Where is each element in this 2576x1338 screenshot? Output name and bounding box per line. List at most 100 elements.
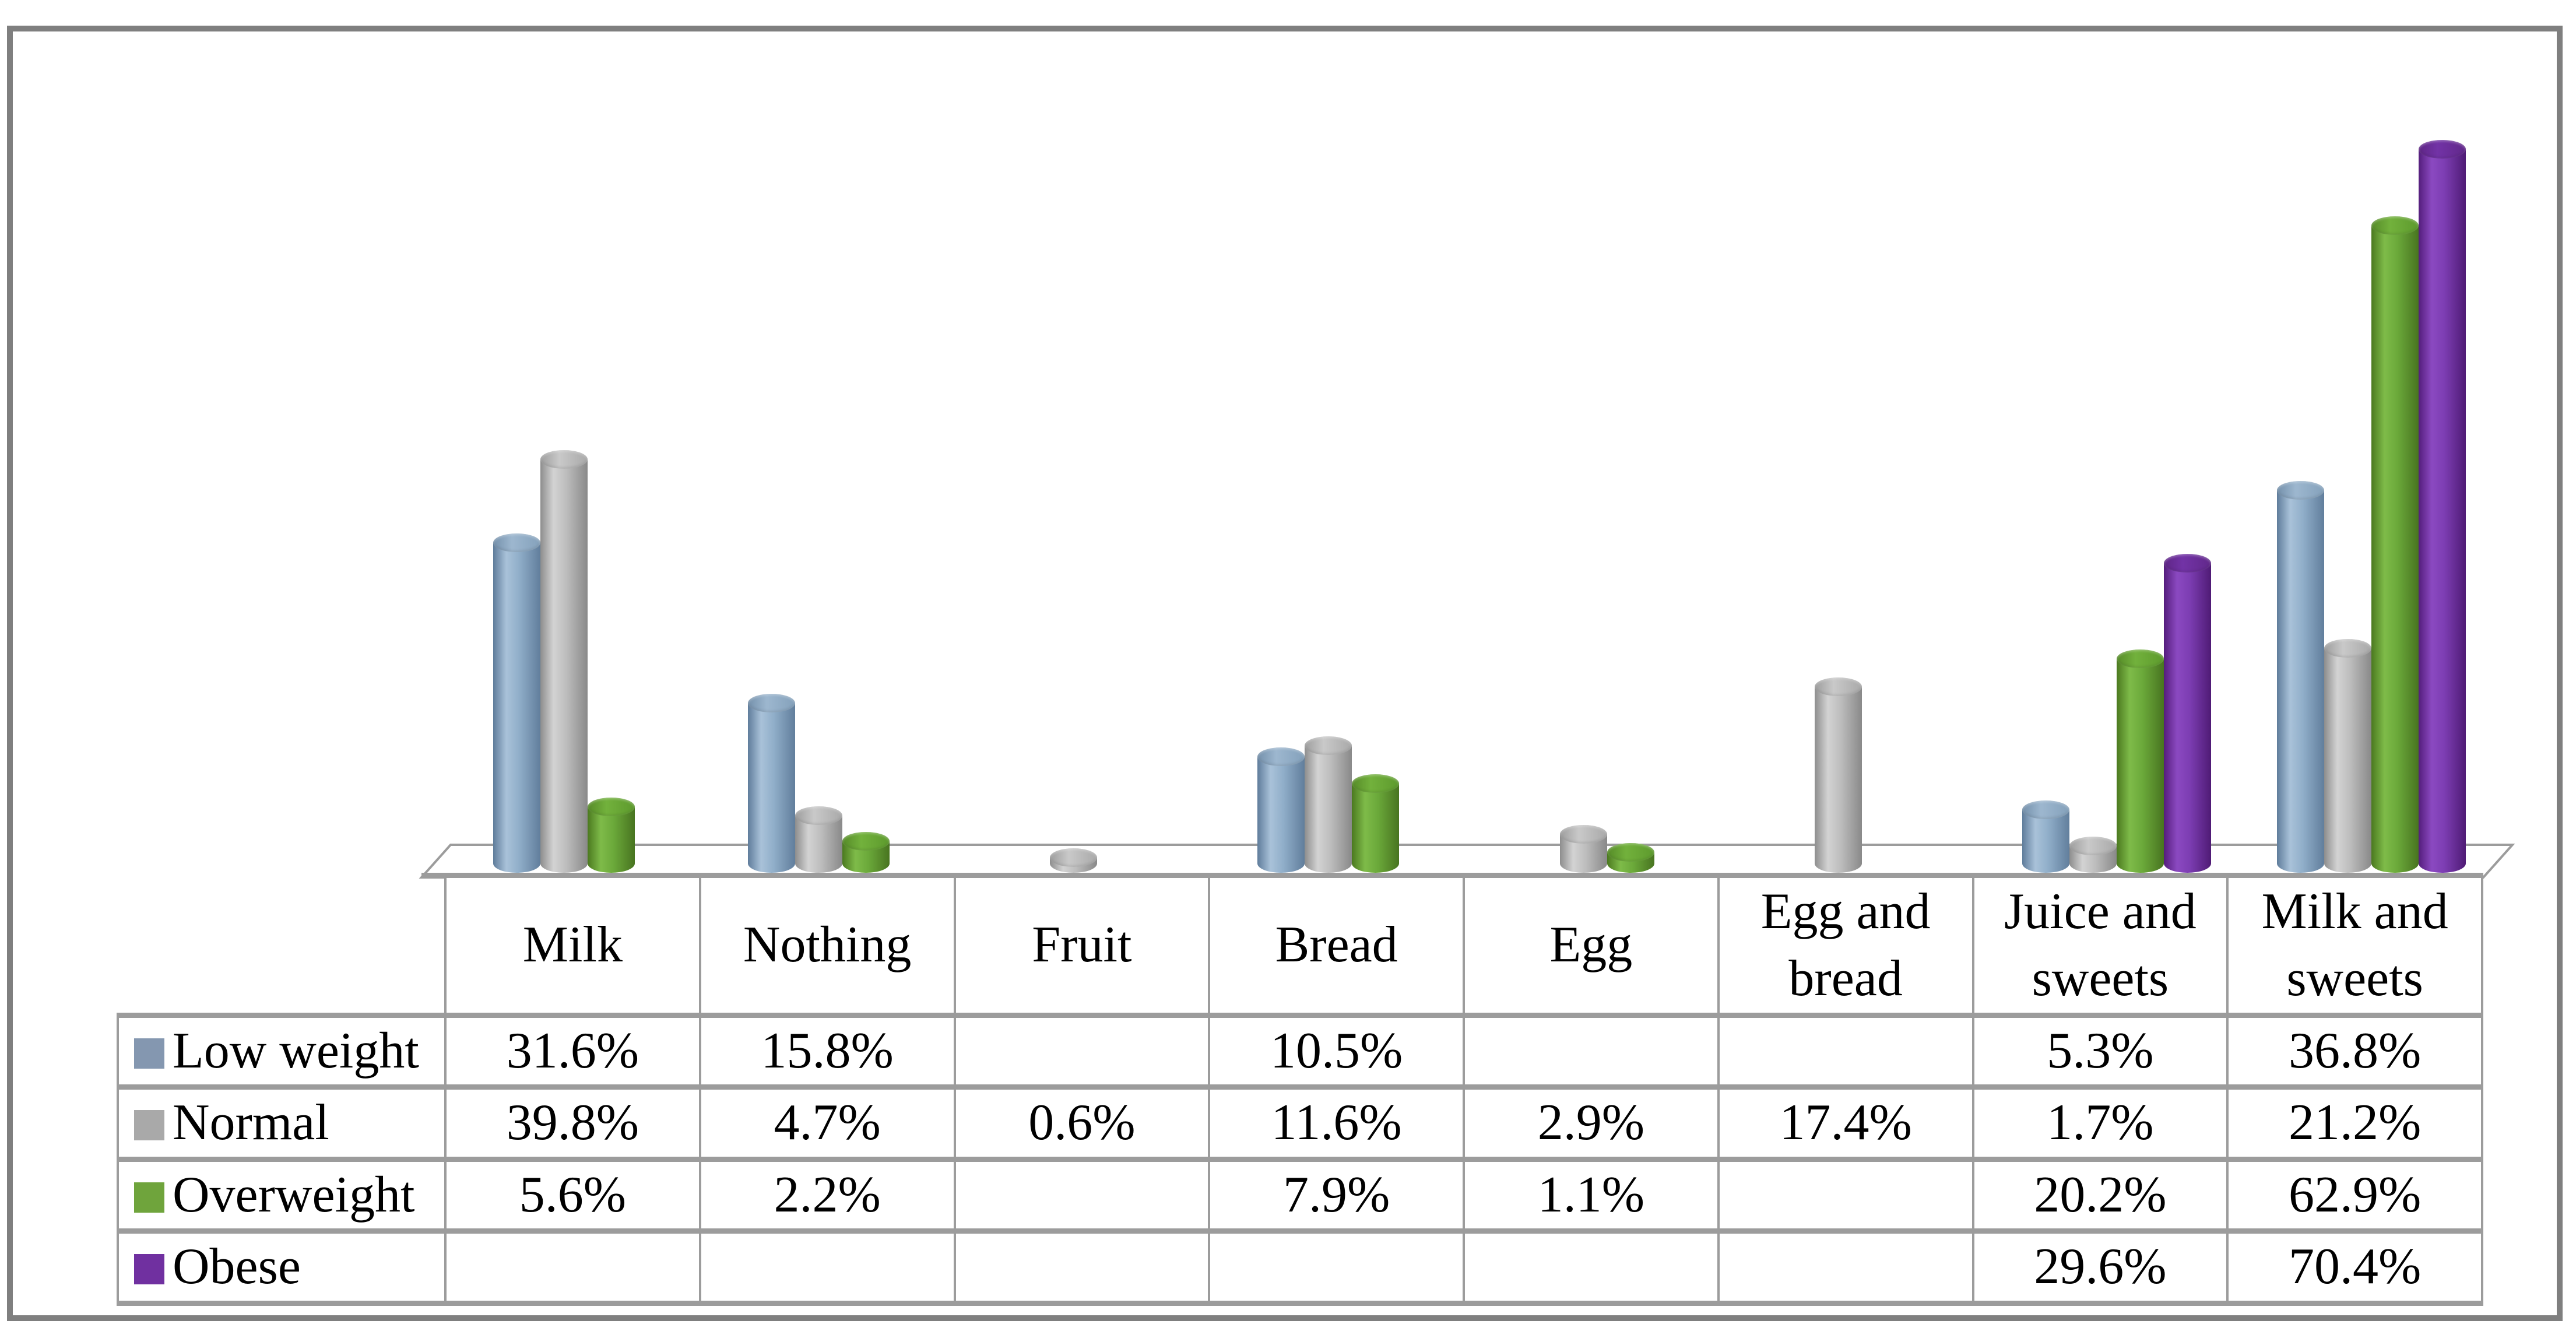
cylinder-bar-normal-milk: [540, 450, 588, 873]
table-cell: [953, 1228, 1211, 1306]
table-cell: [1717, 1228, 1974, 1306]
table-cell: 0.6%: [953, 1084, 1211, 1162]
cylinder-bar-normal-egg-and-bread: [1814, 677, 1862, 873]
cylinder-body: [1305, 746, 1352, 863]
cylinder-bar-low-weight-bread: [1257, 747, 1305, 873]
cylinder-bar-normal-juice-and-sweets: [2069, 837, 2117, 873]
cylinder-body: [2324, 648, 2372, 863]
category-header-row: Milk Nothing Fruit Bread Egg Egg and bre…: [118, 873, 2483, 1018]
outer-border-frame: [7, 26, 2563, 1321]
cylinder-body: [493, 543, 540, 863]
cylinder-body: [2164, 563, 2212, 863]
cylinder-bar-obese-milk-and-sweets: [2419, 140, 2466, 873]
cylinder-bar-overweight-nothing: [842, 831, 890, 873]
table-cell: 5.6%: [444, 1156, 701, 1234]
cylinder-bar-overweight-milk-and-sweets: [2371, 216, 2419, 873]
cylinder-body: [1352, 783, 1400, 863]
table-cell: 15.8%: [698, 1012, 956, 1090]
table-cell: 31.6%: [444, 1012, 701, 1090]
category-header-milk: Milk: [444, 873, 701, 1018]
legend-cell-obese: Obese: [117, 1228, 447, 1306]
cylinder-bar-low-weight-milk-and-sweets: [2277, 480, 2325, 873]
cylinder-top: [1559, 824, 1607, 844]
cylinder-bar-normal-bread: [1305, 736, 1352, 873]
legend-cell-overweight: Overweight: [117, 1156, 447, 1234]
table-cell: 36.8%: [2226, 1012, 2483, 1090]
cylinder-top: [842, 831, 890, 851]
table-cell: 29.6%: [1971, 1228, 2229, 1306]
legend-label: Obese: [173, 1238, 301, 1295]
legend-swatch-overweight: [134, 1182, 164, 1213]
cylinder-top: [2371, 216, 2419, 235]
category-header-milk-and-sweets: Milk and sweets: [2226, 873, 2483, 1018]
cylinder-bar-overweight-milk: [587, 797, 635, 873]
table-cell: 4.7%: [698, 1084, 956, 1162]
cylinder-bar-low-weight-juice-and-sweets: [2022, 800, 2070, 873]
cylinder-body: [587, 806, 635, 863]
cylinder-bar-low-weight-nothing: [747, 694, 795, 873]
legend-label: Low weight: [173, 1023, 419, 1079]
cylinder-body: [1257, 757, 1305, 863]
cylinder-top: [2164, 553, 2212, 573]
cylinder-body: [747, 703, 795, 863]
cylinder-top: [795, 806, 842, 826]
table-row-normal: Normal 39.8% 4.7% 0.6% 11.6% 2.9% 17.4% …: [117, 1084, 2483, 1162]
category-header-egg: Egg: [1463, 873, 1720, 1018]
table-cell: [444, 1228, 701, 1306]
category-header-bread: Bread: [1208, 873, 1465, 1018]
cylinder-bar-overweight-juice-and-sweets: [2117, 649, 2164, 873]
legend-cell-low-weight: Low weight: [117, 1012, 447, 1090]
table-cell: [953, 1012, 1211, 1090]
legend-swatch-low-weight: [134, 1038, 164, 1069]
table-cell: [1717, 1156, 1974, 1234]
cylinder-top: [540, 450, 588, 469]
cylinder-top: [2069, 837, 2117, 856]
legend-label: Normal: [173, 1094, 329, 1151]
cylinder-top: [493, 533, 540, 553]
cylinder-top: [1050, 848, 1098, 867]
table-cell: 20.2%: [1971, 1156, 2229, 1234]
table-cell: 10.5%: [1208, 1012, 1465, 1090]
table-cell: [1208, 1228, 1465, 1306]
cylinder-bar-normal-fruit: [1050, 848, 1098, 873]
legend-label: Overweight: [173, 1166, 415, 1223]
legend-swatch-normal: [134, 1110, 164, 1141]
legend-swatch-obese: [134, 1254, 164, 1285]
cylinder-top: [1305, 736, 1352, 756]
table-cell: [1463, 1228, 1720, 1306]
cylinder-bar-normal-nothing: [795, 806, 842, 873]
table-cell: 5.3%: [1971, 1012, 2229, 1090]
cylinder-top: [2419, 140, 2466, 159]
cylinder-bar-overweight-bread: [1352, 774, 1400, 873]
cylinder-bar-low-weight-milk: [493, 533, 540, 873]
table-row-low-weight: Low weight 31.6% 15.8% 10.5% 5.3% 36.8%: [117, 1012, 2483, 1090]
cylinder-top: [587, 797, 635, 816]
cylinder-top: [1607, 842, 1654, 862]
table-cell: 7.9%: [1208, 1156, 1465, 1234]
cylinder-top: [2117, 649, 2164, 668]
cylinder-body: [1814, 687, 1862, 863]
table-row-overweight: Overweight 5.6% 2.2% 7.9% 1.1% 20.2% 62.…: [117, 1156, 2483, 1234]
cylinder-bar-normal-milk-and-sweets: [2324, 639, 2372, 873]
cylinder-top: [1814, 677, 1862, 697]
legend-cell-normal: Normal: [117, 1084, 447, 1162]
cylinder-top: [2324, 639, 2372, 658]
table-cell: 70.4%: [2226, 1228, 2483, 1306]
cylinder-body: [2277, 490, 2325, 863]
cylinder-top: [2022, 800, 2070, 819]
cylinder-top: [747, 694, 795, 713]
table-cell: 62.9%: [2226, 1156, 2483, 1234]
table-cell: [1463, 1012, 1720, 1090]
table-cell: [1717, 1012, 1974, 1090]
table-cell: 39.8%: [444, 1084, 701, 1162]
table-cell: 21.2%: [2226, 1084, 2483, 1162]
table-cell: [953, 1156, 1211, 1234]
cylinder-body: [2419, 149, 2466, 863]
category-header-egg-and-bread: Egg and bread: [1717, 873, 1974, 1018]
table-cell: 1.7%: [1971, 1084, 2229, 1162]
table-cell: 2.9%: [1463, 1084, 1720, 1162]
table-cell: 2.2%: [698, 1156, 956, 1234]
category-header-juice-and-sweets: Juice and sweets: [1971, 873, 2229, 1018]
